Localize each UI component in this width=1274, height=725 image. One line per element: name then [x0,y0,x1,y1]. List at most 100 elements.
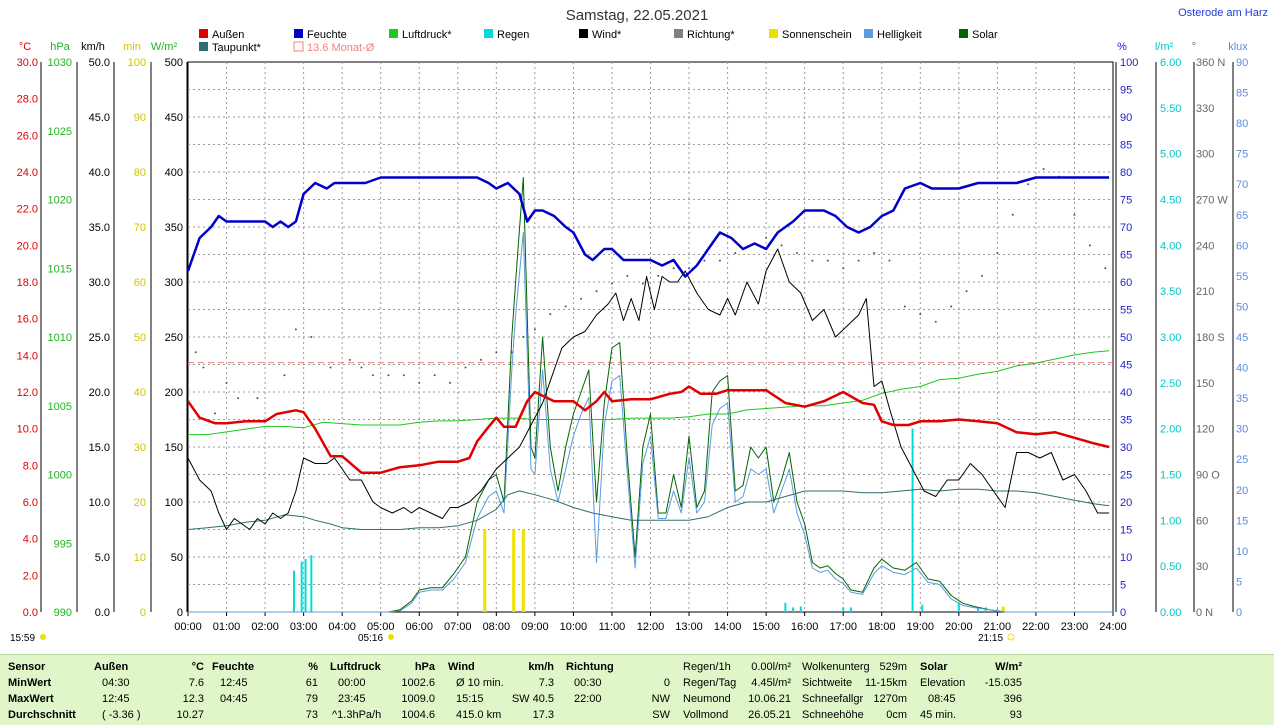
brightness-tick-label: 85 [1236,88,1248,100]
sun-unit: min [123,41,141,53]
legend-label: Richtung* [687,29,735,41]
temp-tick-label: 30.0 [17,57,38,69]
hour-label: 24:00 [1099,621,1127,633]
direction-point [495,351,498,354]
wind-header: Wind [448,661,475,673]
richtung-column: Richtung 00:30 0 22:00 NW SW [566,659,670,723]
humidity-tick-label: 40 [1120,387,1132,399]
chart-title: Samstag, 22.05.2021 [566,7,709,24]
pressure-unit: hPa [50,41,70,53]
solar-max-time: 08:45 [928,693,956,705]
direction-point [283,374,286,377]
luftdruck-unit: hPa [414,661,435,673]
sichtweite-label: Sichtweite [802,677,853,689]
schneehoehe-value: 0cm [886,709,907,721]
legend-label: Sonnenschein [782,29,852,41]
luftdruck-trend: ^1.3hPa/h [332,709,382,721]
temp-tick-label: 2.0 [23,570,38,582]
row-min: MinWert [8,677,52,689]
feuchte-header: Feuchte [212,661,255,673]
wind-avg: 17.3 [532,709,554,721]
legend-label: Solar [972,29,998,41]
direction-point [811,259,814,262]
legend-swatch [293,41,304,52]
brightness-tick-label: 30 [1236,424,1248,436]
direction-tick-label: 240 [1196,240,1214,252]
aussen-max: 12.3 [182,693,204,705]
solar-max: 396 [1003,693,1022,705]
hour-label: 17:00 [829,621,857,633]
humidity-tick-label: 35 [1120,415,1132,427]
richtung-min: 0 [663,677,670,689]
luftdruck-min: 1002.6 [401,677,435,689]
feuchte-max: 79 [305,693,318,705]
hour-label: 04:00 [328,621,356,633]
humidity-tick-label: 95 [1120,85,1132,97]
direction-point [595,290,598,293]
luftdruck-header: Luftdruck [330,661,381,673]
luftdruck-min-time: 00:00 [338,677,366,689]
regen-tag-label: Regen/Tag [683,677,737,689]
direction-unit: ° [1192,41,1196,53]
direction-point [765,236,768,239]
direction-point [294,328,297,331]
brightness-tick-label: 50 [1236,301,1248,313]
hour-label: 00:00 [174,621,202,633]
direction-point [718,259,721,262]
direction-point [372,374,374,377]
temp-tick-label: 20.0 [17,240,38,252]
direction-point [225,381,228,384]
aussen-min-time: 04:30 [102,677,130,689]
rain-tick-label: 0.50 [1160,561,1181,573]
wind-unit: km/h [528,661,554,673]
sun-tick-label: 60 [134,277,146,289]
direction-point [842,267,845,270]
direction-point [626,274,629,277]
wind-tick-label: 0.0 [95,607,110,619]
direction-point [533,328,536,331]
direction-tick-label: 270 W [1196,195,1228,207]
humidity-unit: % [1117,41,1127,53]
direction-point [888,259,891,262]
legend-swatch [199,42,208,51]
rain-tick-label: 3.00 [1160,332,1181,344]
aussen-max-time: 12:45 [102,693,130,705]
pressure-tick-label: 990 [54,607,72,619]
brightness-tick-label: 55 [1236,271,1248,283]
wind-tick-label: 35.0 [89,222,110,234]
hour-label: 23:00 [1061,621,1089,633]
hour-label: 14:00 [714,621,742,633]
direction-point [965,290,968,293]
solar-45-value: 93 [1009,709,1022,721]
sun-tick-label: 100 [128,57,146,69]
legend-swatch [864,29,873,38]
hour-label: 16:00 [791,621,819,633]
solar-tick-label: 400 [165,167,183,179]
hour-label: 22:00 [1022,621,1050,633]
brightness-tick-label: 10 [1236,546,1248,558]
direction-point [734,251,737,254]
wolken-label: Wolkenunterg [802,661,870,673]
hour-label: 02:00 [251,621,279,633]
legend-label: Regen [497,29,529,41]
direction-point [857,259,860,262]
wind-tick-label: 45.0 [89,112,110,124]
wind-tick-label: 5.0 [95,552,110,564]
direction-point [1027,183,1030,186]
luftdruck-avg: 1004.6 [401,709,435,721]
direction-point [433,374,436,377]
humidity-tick-label: 70 [1120,222,1132,234]
temp-tick-label: 0.0 [23,607,38,619]
rain-tick-label: 4.50 [1160,195,1181,207]
temp-tick-label: 4.0 [23,534,38,546]
solar-tick-label: 150 [165,442,183,454]
sichtweite-value: 11-15km [865,677,907,689]
solar-tick-label: 0 [177,607,183,619]
direction-point [657,274,660,277]
legend-swatch [769,29,778,38]
feuchte-avg: 73 [305,709,318,721]
direction-point [479,358,482,361]
legend-swatch [294,29,303,38]
rain-tick-label: 4.00 [1160,240,1181,252]
brightness-tick-label: 25 [1236,454,1248,466]
